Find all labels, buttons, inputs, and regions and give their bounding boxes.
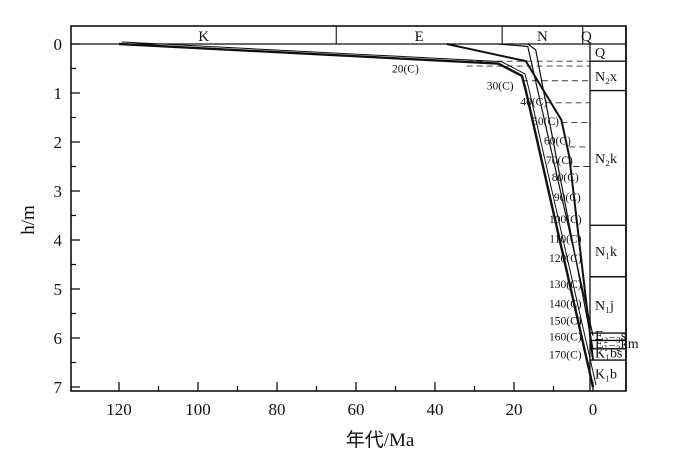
stratum-label: K₁b (595, 368, 617, 383)
y-tick-label: 7 (54, 378, 63, 397)
stratum-label: N₁k (595, 245, 617, 260)
isotherm-label: 160(C) (549, 331, 582, 343)
y-tick-label: 0 (54, 35, 63, 54)
isotherm-label: 60(C) (544, 135, 571, 147)
x-tick-label: 80 (269, 400, 286, 419)
x-tick-label: 60 (348, 400, 365, 419)
burial-curve (118, 42, 595, 388)
period-label: K (198, 29, 209, 45)
isotherm-label: 120(C) (549, 253, 582, 265)
period-label: Q (581, 29, 592, 45)
period-label: N (537, 29, 548, 45)
y-tick-label: 3 (54, 182, 63, 201)
isotherm-label: 80(C) (552, 172, 579, 184)
stratum-label: K₁bs (595, 347, 622, 362)
y-axis-title: h/m (18, 205, 39, 235)
stratum-label: E₂₋₃s (595, 329, 626, 344)
burial-curve (498, 43, 594, 336)
x-tick-label: 20 (506, 400, 523, 419)
burial-curves (118, 41, 597, 388)
stratum-label: N₁j (595, 299, 614, 314)
isotherm-label: 130(C) (549, 279, 582, 291)
isotherm-label: 100(C) (549, 214, 582, 226)
x-tick-label: 40 (427, 400, 444, 419)
x-tick-label: 0 (589, 400, 598, 419)
isotherm-label: 70(C) (546, 155, 573, 167)
isotherm-label: 110(C) (549, 233, 581, 245)
y-tick-label: 4 (54, 231, 63, 250)
stratum-label: E₁₋₂km (595, 337, 639, 352)
isotherm-label: 40(C) (520, 96, 547, 108)
y-tick-label: 2 (54, 133, 63, 152)
burial-curve (527, 43, 594, 349)
isotherm-label: 50(C) (532, 116, 559, 128)
y-tick-label: 5 (54, 280, 63, 299)
stratum-label: Q (595, 46, 605, 61)
burial-curve-trace (121, 41, 597, 386)
x-tick-label: 120 (106, 400, 132, 419)
axes: 120 100 80 60 40 20 0 0 1 2 3 4 5 6 7 (54, 25, 627, 419)
isotherm-label: 30(C) (487, 81, 514, 93)
y-tick-label: 6 (54, 329, 63, 348)
isotherm-label: 140(C) (549, 299, 582, 311)
x-tick-label: 100 (185, 400, 211, 419)
period-label: E (415, 29, 424, 45)
isotherm-labels: 20(C) 30(C) 40(C) 50(C) 60(C) 70(C) 80(C) 90(C)… (392, 63, 582, 361)
burial-curve (446, 43, 594, 361)
stratum-boundary-projections (466, 60, 590, 167)
stratum-label: N₂k (595, 152, 617, 167)
isotherm-label: 150(C) (549, 315, 582, 327)
isotherm-label: 20(C) (392, 63, 419, 75)
y-tick-label: 1 (54, 84, 63, 103)
isotherm-label: 170(C) (549, 350, 582, 362)
isotherm-label: 90(C) (554, 192, 581, 204)
x-axis-title: 年代/Ma (346, 429, 415, 451)
stratum-label: N₂x (595, 70, 617, 85)
